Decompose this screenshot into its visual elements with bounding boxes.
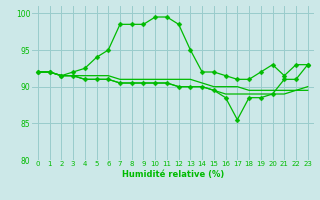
X-axis label: Humidité relative (%): Humidité relative (%) <box>122 170 224 179</box>
